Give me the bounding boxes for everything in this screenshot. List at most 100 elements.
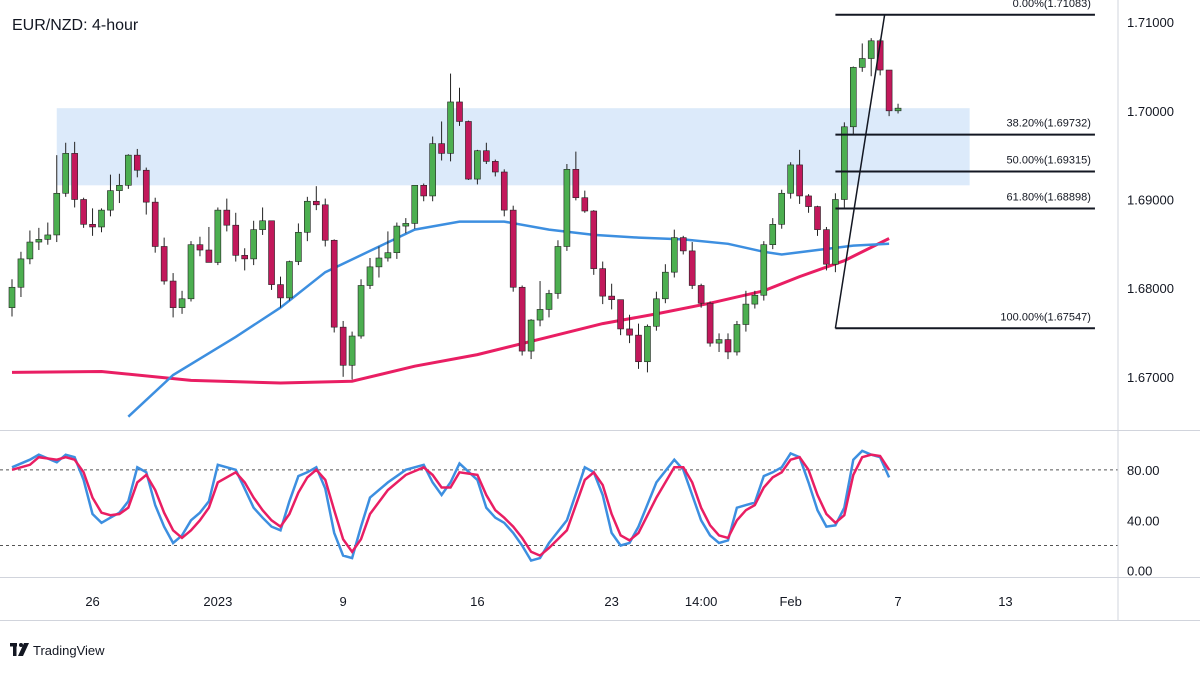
candle-body bbox=[483, 150, 490, 162]
candle bbox=[196, 236, 204, 257]
candle bbox=[304, 196, 311, 242]
candle bbox=[169, 273, 177, 318]
candle bbox=[116, 173, 123, 204]
candle bbox=[134, 148, 141, 178]
stochastic-d-line bbox=[11, 453, 891, 558]
candle bbox=[796, 149, 803, 204]
candle bbox=[357, 279, 365, 339]
fibonacci-retracement[interactable]: 0.00%(1.71083) 38.20%(1.69732) 50.00%(1.69… bbox=[834, 0, 1095, 330]
candle-body bbox=[814, 206, 821, 230]
time-tick-label: 23 bbox=[604, 594, 618, 609]
candle bbox=[187, 241, 195, 302]
candle bbox=[545, 289, 553, 318]
candle bbox=[653, 291, 660, 331]
candle-body bbox=[304, 200, 311, 233]
candle-body bbox=[518, 286, 526, 352]
candle bbox=[554, 240, 562, 299]
candle-body bbox=[330, 239, 338, 328]
candle-body bbox=[653, 298, 660, 327]
candle-body bbox=[98, 209, 105, 228]
candle-body bbox=[429, 143, 436, 197]
candle-body bbox=[438, 143, 445, 154]
candle bbox=[679, 235, 687, 255]
candle-body bbox=[688, 250, 696, 286]
candle bbox=[62, 142, 70, 197]
candle bbox=[214, 207, 222, 266]
candle bbox=[429, 136, 436, 202]
candle-body bbox=[474, 150, 481, 180]
time-tick-label: Feb bbox=[779, 594, 801, 609]
price-tick-label: 1.68000 bbox=[1127, 281, 1174, 296]
candle-body bbox=[160, 246, 168, 282]
candle bbox=[581, 190, 589, 213]
tradingview-logo-text: TradingView bbox=[33, 643, 105, 658]
candle bbox=[769, 218, 777, 250]
candle-body bbox=[151, 201, 159, 247]
candle bbox=[626, 314, 633, 344]
candle-body bbox=[500, 171, 508, 211]
candle bbox=[8, 279, 16, 317]
time-tick-label: 2023 bbox=[203, 594, 232, 609]
candle-body bbox=[832, 199, 839, 265]
candle-body bbox=[178, 298, 186, 308]
candle-body bbox=[8, 286, 16, 308]
fib-level-label: 100.00%(1.67547) bbox=[1000, 311, 1091, 323]
candle bbox=[98, 208, 105, 233]
candle-body bbox=[232, 224, 240, 256]
time-axis[interactable]: 26 2023 9 16 23 14:00 Feb 7 13 bbox=[85, 594, 1012, 609]
candle bbox=[483, 142, 490, 165]
candle-body bbox=[662, 271, 669, 300]
candle-body bbox=[134, 154, 141, 171]
sma-fast-line bbox=[127, 220, 890, 418]
stochastic-k-line bbox=[11, 449, 891, 563]
price-axis[interactable]: 1.71000 1.70000 1.69000 1.68000 1.67000 bbox=[1127, 15, 1174, 385]
candle-body bbox=[214, 209, 222, 263]
candle bbox=[787, 162, 794, 199]
candle bbox=[858, 43, 866, 72]
candle-body bbox=[277, 284, 284, 299]
candle-body bbox=[465, 121, 472, 180]
candle-body bbox=[778, 192, 786, 225]
candle bbox=[715, 333, 723, 352]
candle bbox=[527, 319, 535, 360]
candle bbox=[160, 237, 168, 285]
candle bbox=[259, 207, 266, 235]
candle-body bbox=[545, 293, 553, 310]
candle bbox=[742, 290, 750, 332]
candle bbox=[71, 141, 78, 208]
candle-body bbox=[447, 101, 454, 154]
candle bbox=[44, 222, 52, 245]
candle-body bbox=[295, 231, 302, 262]
candle bbox=[268, 220, 275, 290]
candle-body bbox=[867, 40, 875, 59]
candle-body bbox=[715, 339, 723, 344]
candle-body bbox=[107, 190, 114, 211]
candle-body bbox=[402, 223, 410, 227]
candle-body bbox=[760, 244, 768, 296]
tradingview-logo[interactable]: TradingView bbox=[10, 643, 105, 658]
candle bbox=[572, 151, 580, 201]
candle bbox=[465, 120, 472, 180]
candle-body bbox=[420, 184, 428, 197]
candle-body bbox=[71, 153, 78, 200]
candle-body bbox=[89, 224, 96, 228]
time-tick-label: 9 bbox=[340, 594, 347, 609]
candle bbox=[885, 69, 893, 117]
candle bbox=[35, 227, 43, 251]
price-tick-label: 1.67000 bbox=[1127, 370, 1174, 385]
resistance-zone bbox=[56, 108, 970, 186]
stochastic-axis[interactable]: 80.00 40.00 0.00 bbox=[1127, 463, 1160, 579]
candle-body bbox=[268, 220, 275, 285]
candles bbox=[8, 38, 902, 380]
candle-body bbox=[241, 255, 248, 260]
candle bbox=[500, 169, 508, 217]
candle bbox=[151, 197, 159, 253]
candle-body bbox=[751, 294, 759, 305]
candle-body bbox=[116, 184, 123, 191]
candle-body bbox=[312, 200, 320, 206]
candle bbox=[375, 246, 383, 278]
candle bbox=[644, 324, 651, 373]
candle-body bbox=[787, 164, 794, 194]
candle bbox=[277, 276, 284, 308]
